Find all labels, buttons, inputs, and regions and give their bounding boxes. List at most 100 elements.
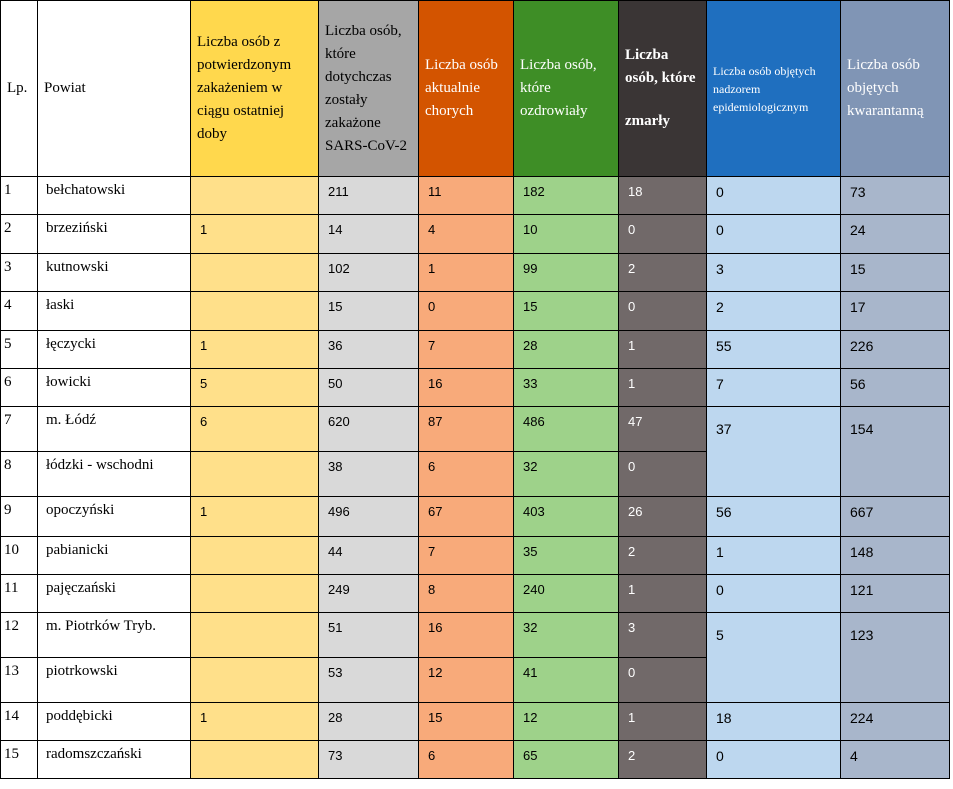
row-lp: 3: [0, 253, 38, 292]
row-powiat: łęczycki: [37, 330, 191, 369]
cell-new-cases: [190, 740, 319, 779]
cell-supervision: 56: [706, 496, 841, 537]
cell-supervision: 18: [706, 702, 841, 741]
cell-active: 7: [418, 536, 514, 575]
header-powiat: Powiat: [37, 0, 191, 177]
row-lp: 15: [0, 740, 38, 779]
cell-recovered: 32: [513, 612, 619, 658]
cell-deaths: 2: [618, 253, 707, 292]
cell-new-cases: 1: [190, 702, 319, 741]
cell-recovered: 486: [513, 406, 619, 452]
cell-new-cases: [190, 176, 319, 215]
cell-new-cases: 5: [190, 368, 319, 407]
cell-new-cases: [190, 291, 319, 331]
header-row: Lp. Powiat Liczba osób z potwierdzonym z…: [0, 0, 950, 177]
cell-supervision: 3: [706, 253, 841, 292]
cell-total-infected: 36: [318, 330, 419, 369]
row-lp: 5: [0, 330, 38, 369]
cell-quarantine: 121: [840, 574, 950, 613]
cell-total-infected: 211: [318, 176, 419, 215]
cell-total-infected: 28: [318, 702, 419, 741]
cell-new-cases: 1: [190, 330, 319, 369]
cell-recovered: 33: [513, 368, 619, 407]
cell-quarantine: 56: [840, 368, 950, 407]
cell-new-cases: [190, 253, 319, 292]
row-powiat: łódzki - wschodni: [37, 451, 191, 497]
row-lp: 9: [0, 496, 38, 537]
row-lp: 8: [0, 451, 38, 497]
cell-deaths: 0: [618, 451, 707, 497]
cell-recovered: 99: [513, 253, 619, 292]
cell-supervision: 55: [706, 330, 841, 369]
cell-total-infected: 102: [318, 253, 419, 292]
row-lp: 7: [0, 406, 38, 452]
table-row: 11 pajęczański 249 8 240 1 0 121: [0, 574, 950, 613]
cell-active: 11: [418, 176, 514, 215]
table-row: 12 m. Piotrków Tryb. 51 16 32 3 5 123: [0, 612, 950, 703]
cell-active: 6: [418, 451, 514, 497]
row-powiat: łowicki: [37, 368, 191, 407]
cell-new-cases: [190, 451, 319, 497]
cell-quarantine: 123: [840, 612, 950, 703]
row-powiat: piotrkowski: [37, 657, 191, 703]
row-powiat: pajęczański: [37, 574, 191, 613]
row-lp: 10: [0, 536, 38, 575]
cell-new-cases: [190, 612, 319, 658]
cell-recovered: 32: [513, 451, 619, 497]
row-powiat: radomszczański: [37, 740, 191, 779]
header-deaths-line2: zmarły: [625, 113, 670, 129]
cell-new-cases: [190, 574, 319, 613]
cell-quarantine: 24: [840, 214, 950, 254]
cell-new-cases: 1: [190, 214, 319, 254]
table-row: 7 m. Łódź 6 620 87 486 47 37 154: [0, 406, 950, 497]
cell-supervision: 0: [706, 574, 841, 613]
row-powiat: m. Łódź: [37, 406, 191, 452]
header-lp: Lp.: [0, 0, 38, 177]
row-powiat: poddębicki: [37, 702, 191, 741]
cell-quarantine: 15: [840, 253, 950, 292]
cell-recovered: 12: [513, 702, 619, 741]
cell-new-cases: 1: [190, 496, 319, 537]
cell-active: 0: [418, 291, 514, 331]
cell-deaths: 1: [618, 574, 707, 613]
header-total-infected: Liczba osób, które dotychczas zostały za…: [318, 0, 419, 177]
cell-quarantine: 154: [840, 406, 950, 497]
cell-supervision: 2: [706, 291, 841, 331]
cell-supervision: 0: [706, 740, 841, 779]
cell-deaths: 1: [618, 702, 707, 741]
cell-new-cases: [190, 657, 319, 703]
cell-deaths: 26: [618, 496, 707, 537]
row-lp: 4: [0, 291, 38, 331]
cell-supervision: 5: [706, 612, 841, 703]
cell-recovered: 41: [513, 657, 619, 703]
cell-total-infected: 620: [318, 406, 419, 452]
row-lp: 11: [0, 574, 38, 613]
table-row: 4 łaski 15 0 15 0 2 17: [0, 291, 950, 331]
cell-quarantine: 667: [840, 496, 950, 537]
cell-active: 16: [418, 612, 514, 658]
cell-recovered: 65: [513, 740, 619, 779]
cell-quarantine: 148: [840, 536, 950, 575]
row-powiat: bełchatowski: [37, 176, 191, 215]
cell-recovered: 403: [513, 496, 619, 537]
cell-supervision: 0: [706, 214, 841, 254]
cell-active: 1: [418, 253, 514, 292]
table-row: 10 pabianicki 44 7 35 2 1 148: [0, 536, 950, 575]
row-lp: 2: [0, 214, 38, 254]
cell-quarantine: 224: [840, 702, 950, 741]
cell-quarantine: 226: [840, 330, 950, 369]
row-lp: 6: [0, 368, 38, 407]
cell-new-cases: [190, 536, 319, 575]
table-row: 3 kutnowski 102 1 99 2 3 15: [0, 253, 950, 292]
cell-deaths: 0: [618, 214, 707, 254]
cell-active: 16: [418, 368, 514, 407]
cell-recovered: 15: [513, 291, 619, 331]
cell-active: 67: [418, 496, 514, 537]
cell-recovered: 182: [513, 176, 619, 215]
cell-active: 8: [418, 574, 514, 613]
table-row: 2 brzeziński 1 14 4 10 0 0 24: [0, 214, 950, 254]
table-row: 9 opoczyński 1 496 67 403 26 56 667: [0, 496, 950, 537]
cell-deaths: 1: [618, 330, 707, 369]
cell-active: 12: [418, 657, 514, 703]
